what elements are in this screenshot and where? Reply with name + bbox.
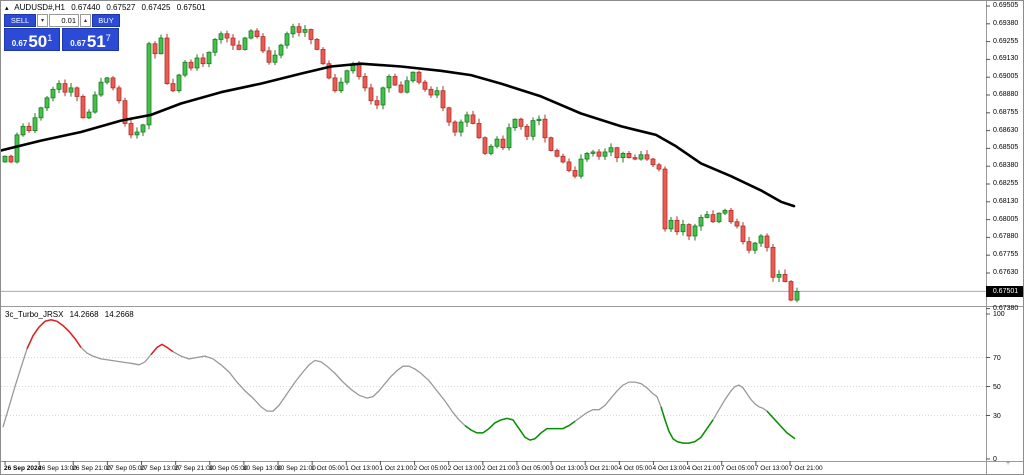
- oscillator-colored-segment: [766, 410, 796, 440]
- spin-up-icon: ▴: [83, 18, 87, 24]
- main-chart-area[interactable]: [1, 1, 986, 306]
- buy-price-display[interactable]: 0.67 51 7: [62, 28, 119, 51]
- time-axis-label: 7 Oct 13:00: [754, 465, 789, 472]
- collapse-panel-icon[interactable]: ▴: [5, 5, 9, 12]
- price-axis-label: 0.68380: [993, 162, 1019, 170]
- price-axis-label: 0.68755: [993, 108, 1019, 116]
- time-axis-label: 4 Oct 05:00: [618, 465, 652, 472]
- price-axis-label: 0.67880: [993, 233, 1019, 241]
- time-axis-label: 27 Sep 21:00: [174, 465, 214, 472]
- time-axis-label: 27 Sep 13:00: [140, 465, 180, 472]
- price-axis-label: 0.69380: [993, 19, 1019, 27]
- price-axis-label: 0.67755: [993, 251, 1019, 259]
- buy-price-pipette: 7: [105, 33, 111, 43]
- moving-average-line: [1, 62, 796, 208]
- indicator-axis-label: 0: [993, 456, 997, 463]
- price-axis-label: 0.69130: [993, 55, 1019, 63]
- buy-button[interactable]: BUY: [92, 14, 120, 27]
- time-axis-label: 3 Oct 21:00: [584, 465, 618, 472]
- time-axis-label: 2 Oct 13:00: [447, 465, 482, 472]
- time-axis-label: 4 Oct 13:00: [652, 465, 687, 472]
- price-axis-label: 0.68255: [993, 180, 1019, 187]
- indicator-value-1: 14.2668: [69, 310, 99, 319]
- lot-increase-button[interactable]: ▴: [80, 14, 91, 27]
- indicator-title-row: 3c_Turbo_JRSX 14.2668 14.2668: [5, 310, 138, 319]
- time-axis-label: 27 Sep 05:00: [106, 465, 146, 472]
- price-axis-label: 0.69005: [993, 73, 1019, 81]
- time-axis-label: 7 Oct 21:00: [788, 465, 823, 472]
- time-axis-label: 26 Sep 21:00: [72, 465, 111, 472]
- time-axis[interactable]: 26 Sep 2024 26 Sep 13:00 26 Sep 21:00 27 Se…: [1, 462, 1023, 474]
- time-axis-label: 4 Oct 21:00: [686, 465, 721, 472]
- oscillator-colored-segment: [464, 417, 576, 441]
- one-click-trade-panel: SELL ▾ 0.01 ▴ BUY 0.67 50 1 0.67 51 7: [4, 14, 120, 51]
- symbol-timeframe-label: AUDUSD#,H1: [14, 3, 65, 12]
- price-axis-label: 0.69255: [993, 37, 1019, 45]
- oscillator-colored-segment: [26, 319, 82, 350]
- sell-price-pipette: 1: [47, 33, 53, 43]
- time-axis-label: 30 Sep 21:00: [277, 465, 316, 472]
- open-value: 0.67440: [71, 3, 101, 12]
- time-axis-label: 1 Oct 05:00: [311, 465, 345, 472]
- time-axis-label: 1 Oct 13:00: [345, 465, 379, 472]
- buy-price-main: 51: [86, 32, 106, 51]
- axis-end-marker: +: [1006, 460, 1011, 467]
- price-axis-label: 0.68005: [993, 215, 1019, 223]
- lot-size-input[interactable]: 0.01: [49, 14, 79, 27]
- price-axis[interactable]: 0.67501 0.69505 0.69380 0.69255 0.69130 0.69…: [986, 1, 1023, 474]
- ohlc-header: ▴ AUDUSD#,H1 0.67440 0.67527 0.67425 0.6…: [5, 3, 210, 12]
- sell-price-main: 50: [28, 32, 48, 51]
- price-axis-label: 0.68130: [993, 197, 1019, 205]
- price-axis-label: 0.67630: [993, 269, 1019, 276]
- price-axis-label: 0.68505: [993, 144, 1019, 152]
- time-axis-label: 2 Oct 21:00: [481, 465, 516, 472]
- indicator-axis-label: 70: [993, 354, 1001, 362]
- oscillator-colored-segment: [150, 343, 174, 356]
- indicator-axis-label: 50: [993, 383, 1001, 391]
- close-value: 0.67501: [176, 3, 206, 12]
- time-axis-label: 30 Sep 13:00: [242, 465, 282, 472]
- indicator-axis-label: 30: [993, 412, 1001, 420]
- indicator-value-2: 14.2668: [104, 310, 134, 319]
- low-value: 0.67425: [141, 3, 171, 12]
- candlesticks: [2, 23, 800, 303]
- time-axis-label: 1 Oct 21:00: [379, 465, 414, 472]
- price-axis-label: 0.68880: [993, 91, 1019, 98]
- price-axis-label: 0.68630: [993, 126, 1019, 134]
- lot-decrease-button[interactable]: ▾: [37, 14, 48, 27]
- current-price-box: 0.67501: [986, 285, 1023, 297]
- sell-price-prefix: 0.67: [11, 39, 28, 48]
- time-axis-label: 26 Sep 13:00: [38, 465, 77, 472]
- indicator-name: 3c_Turbo_JRSX: [5, 310, 64, 319]
- indicator-pane[interactable]: [1, 307, 986, 461]
- indicator-axis-label: 100: [993, 311, 1005, 318]
- spin-down-icon: ▾: [40, 18, 44, 24]
- time-axis-label: 2 Oct 05:00: [413, 465, 448, 472]
- time-axis-label: 3 Oct 05:00: [515, 465, 550, 472]
- price-axis-label: 0.67380: [993, 304, 1019, 312]
- time-axis-label: 7 Oct 05:00: [720, 465, 755, 472]
- oscillator-colored-segment: [660, 406, 714, 444]
- time-axis-label: 26 Sep 2024: [4, 465, 42, 472]
- high-value: 0.67527: [106, 3, 136, 12]
- sell-price-display[interactable]: 0.67 50 1: [4, 28, 60, 51]
- time-axis-label: 3 Oct 13:00: [550, 465, 584, 472]
- price-axis-label: 0.69505: [993, 2, 1019, 9]
- buy-price-prefix: 0.67: [70, 39, 86, 48]
- time-axis-label: 30 Sep 05:00: [208, 465, 248, 472]
- sell-button[interactable]: SELL: [4, 14, 36, 27]
